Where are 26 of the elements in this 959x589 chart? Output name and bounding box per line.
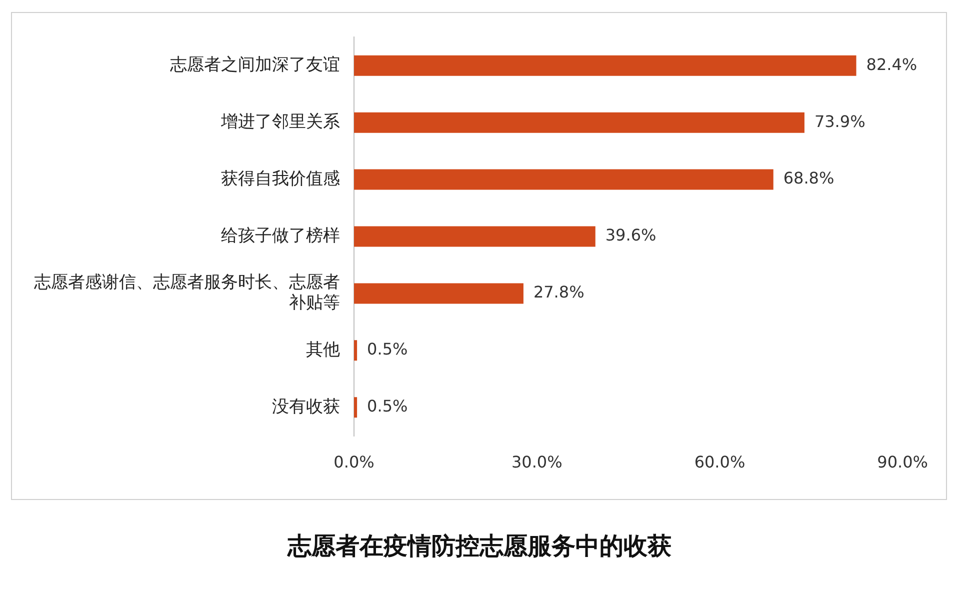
y-tick-label: 给孩子做了榜样: [221, 226, 340, 246]
x-tick-label: 60.0%: [694, 452, 746, 472]
bar: [354, 226, 596, 247]
data-label: 0.5%: [367, 396, 408, 416]
bar: [354, 397, 358, 418]
y-tick-label: 志愿者感谢信、志愿者服务时长、志愿者补贴等: [34, 272, 340, 314]
bar: [354, 340, 358, 361]
bar: [354, 55, 856, 76]
y-tick-label: 增进了邻里关系: [220, 112, 340, 132]
text: 志愿者在疫情防控志愿服务中的收获: [286, 530, 672, 562]
data-label: 27.8%: [533, 282, 584, 302]
data-label: 68.8%: [783, 168, 834, 188]
data-label: 73.9%: [814, 112, 866, 131]
y-tick-label: 获得自我价值感: [221, 168, 340, 189]
x-tick-label: 30.0%: [511, 452, 562, 472]
y-tick-label: 其他: [306, 340, 340, 360]
data-label: 0.5%: [367, 340, 408, 359]
bar: [354, 169, 774, 190]
bar: [354, 283, 524, 304]
x-tick-label: 0.0%: [334, 452, 374, 472]
bar: [354, 112, 804, 133]
y-tick-label: 志愿者之间加深了友谊: [170, 55, 340, 76]
x-tick-label: 90.0%: [877, 452, 928, 472]
data-label: 39.6%: [605, 226, 656, 245]
data-label: 82.4%: [866, 54, 918, 74]
y-tick-label: 没有收获: [272, 396, 340, 417]
